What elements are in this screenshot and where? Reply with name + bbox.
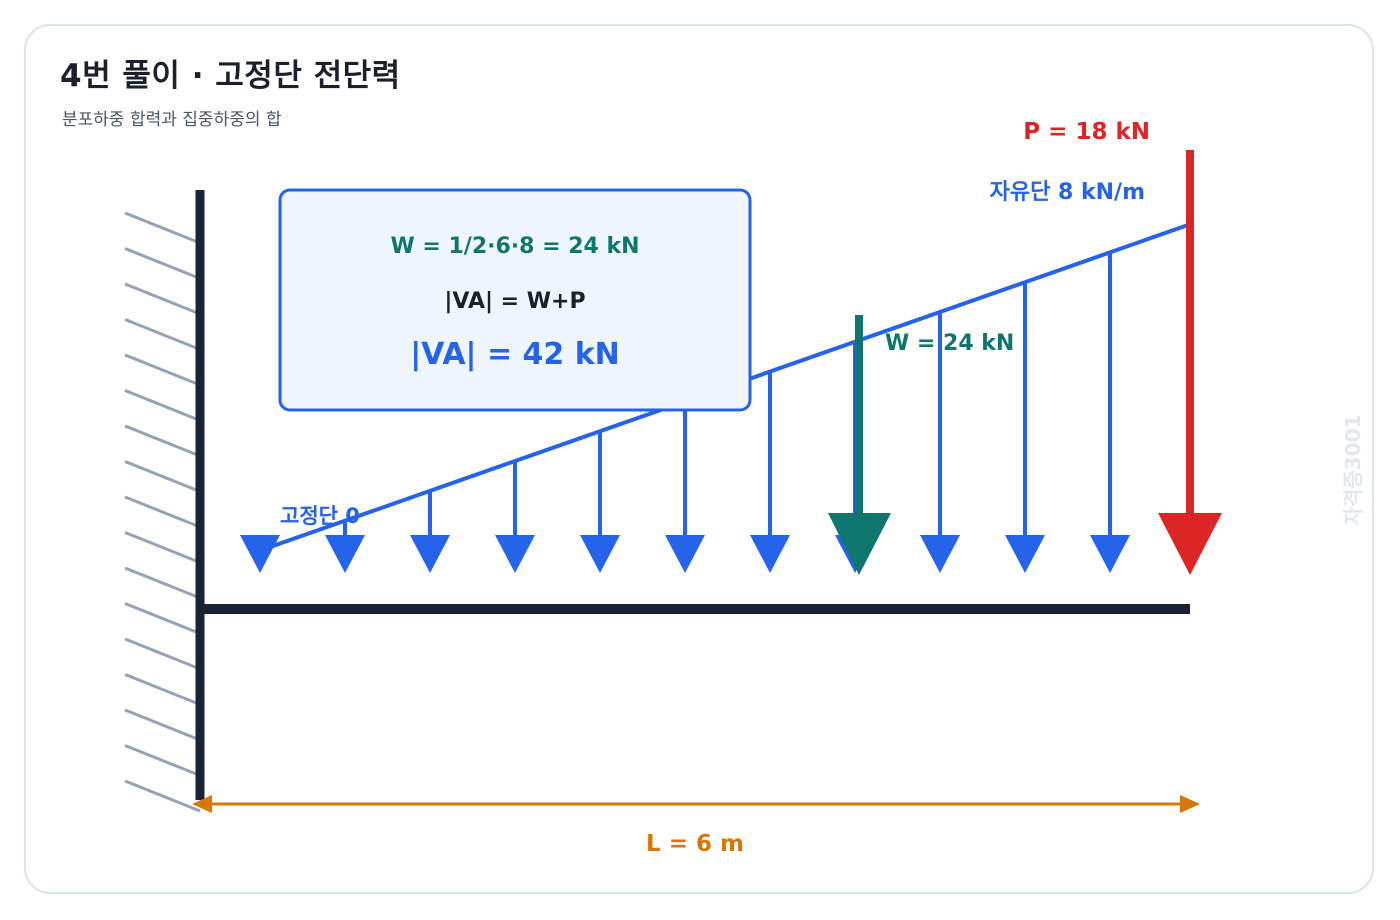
hatch-line bbox=[124, 779, 201, 813]
resultant-label: W = 24 kN bbox=[885, 331, 1014, 356]
hatch-line bbox=[124, 247, 201, 280]
span-dimension-arrow-left bbox=[192, 795, 212, 813]
hatch-line bbox=[124, 566, 201, 600]
load-arrow-head bbox=[1090, 535, 1130, 573]
formula-box bbox=[278, 188, 752, 412]
hatch-line bbox=[124, 460, 201, 493]
load-arrow-head bbox=[1005, 535, 1045, 573]
hatch-line bbox=[124, 424, 201, 458]
formula-shear-result: |VA| = 42 kN bbox=[410, 337, 620, 372]
resultant-arrow-head bbox=[828, 513, 891, 575]
hatch-line bbox=[124, 531, 201, 564]
diagram-card bbox=[24, 24, 1374, 894]
load-arrow-head bbox=[580, 535, 620, 573]
hatch-line bbox=[124, 318, 201, 351]
page-subtitle: 분포하중 합력과 집중하중의 합 bbox=[62, 110, 282, 130]
hatch-line bbox=[124, 282, 201, 316]
load-arrow-head bbox=[410, 535, 450, 573]
formula-shear-sum: |VA| = W+P bbox=[444, 289, 585, 314]
hatch-line bbox=[124, 637, 201, 671]
hatch-line bbox=[124, 495, 201, 529]
hatch-line bbox=[124, 602, 201, 635]
load-arrow-head bbox=[750, 535, 790, 573]
hatch-line bbox=[124, 708, 201, 742]
fixed-end-intensity-label: 고정단 0 bbox=[280, 504, 360, 528]
hatch-line bbox=[124, 389, 201, 422]
point-load-label: P = 18 kN bbox=[1023, 119, 1150, 145]
hatch-line bbox=[124, 353, 201, 387]
point-load-arrow-head bbox=[1158, 513, 1222, 575]
hatch-line bbox=[124, 211, 201, 245]
load-arrow-head bbox=[920, 535, 960, 573]
free-end-intensity-label: 자유단 8 kN/m bbox=[990, 180, 1145, 205]
hatch-line bbox=[124, 673, 201, 706]
watermark: 자격증3001 bbox=[1341, 415, 1365, 526]
load-arrow-head bbox=[240, 535, 280, 573]
load-arrow-head bbox=[495, 535, 535, 573]
page-title: 4번 풀이 · 고정단 전단력 bbox=[60, 58, 401, 94]
load-arrow-head bbox=[325, 535, 365, 573]
wall-hatching bbox=[124, 211, 201, 813]
hatch-line bbox=[124, 744, 201, 777]
span-dimension-arrow-right bbox=[1180, 795, 1200, 813]
formula-resultant: W = 1/2·6·8 = 24 kN bbox=[390, 234, 639, 259]
span-label: L = 6 m bbox=[646, 831, 744, 857]
load-arrow-head bbox=[665, 535, 705, 573]
